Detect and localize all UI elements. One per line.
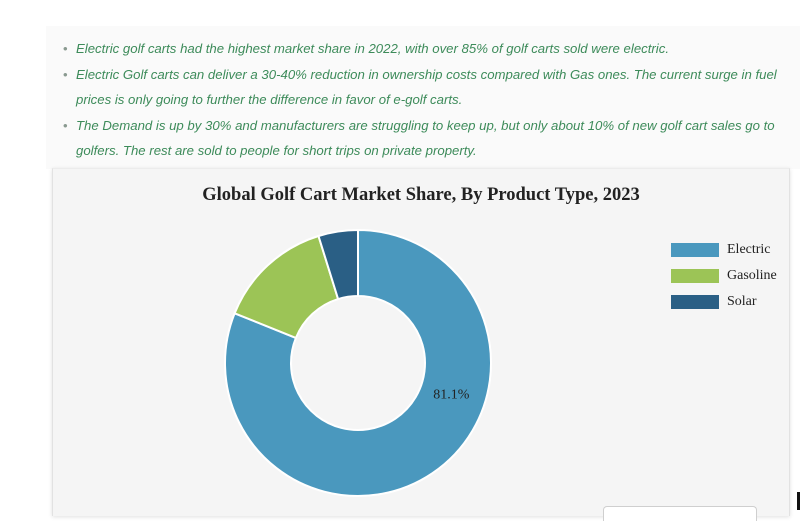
key-insights-panel: • Electric golf carts had the highest mar… [46,26,800,169]
donut-chart: 81.1% [224,228,492,497]
legend-swatch [671,243,719,257]
insight-text: Electric Golf carts can deliver a 30-40%… [76,66,777,108]
legend-item-electric: Electric [671,237,777,263]
insight-item: • Electric Golf carts can deliver a 30-40… [63,62,800,113]
slice-electric [224,228,492,497]
legend-label: Solar [727,294,757,309]
legend-label: Electric [727,242,771,257]
partial-widget [603,506,757,521]
insights-list: • Electric golf carts had the highest mar… [46,26,800,164]
legend-label: Gasoline [727,268,777,283]
legend-item-solar: Solar [671,289,777,315]
bullet-icon: • [63,41,68,56]
legend-swatch [671,269,719,283]
chart-title: Global Golf Cart Market Share, By Produc… [202,185,640,205]
chart-legend: Electric Gasoline Solar [671,237,777,315]
slice-solar [317,228,359,301]
bullet-icon: • [63,117,68,133]
bullet-icon: • [63,66,68,82]
legend-item-gasoline: Gasoline [671,263,777,289]
insight-text: The Demand is up by 30% and manufacturer… [76,117,775,159]
insight-item: • The Demand is up by 30% and manufacture… [63,113,800,164]
edge-marker [797,492,800,510]
data-label-electric: 81.1% [433,388,470,403]
chart-container: Global Golf Cart Market Share, By Produc… [52,168,790,516]
insight-item: • Electric golf carts had the highest mar… [63,36,800,62]
legend-swatch [671,295,719,309]
insight-text: Electric golf carts had the highest mark… [76,41,669,56]
